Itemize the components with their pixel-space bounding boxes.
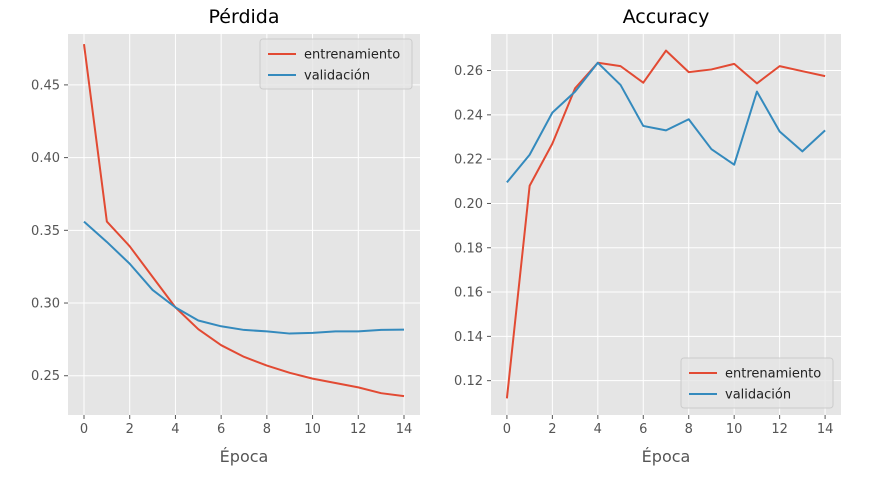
legend-label: entrenamiento: [725, 367, 821, 382]
x-tick-label: 8: [263, 422, 271, 437]
chart-title: Pérdida: [209, 6, 280, 28]
y-tick-label: 0.40: [31, 151, 60, 166]
y-tick-label: 0.45: [31, 78, 60, 93]
chart-title: Accuracy: [623, 6, 710, 28]
x-axis-label: Época: [642, 447, 691, 466]
series-line-validation: [83, 220, 405, 335]
x-tick-label: 0: [80, 422, 88, 437]
legend-label: entrenamiento: [304, 48, 400, 63]
series-line-training: [83, 44, 405, 398]
y-tick-label: 0.14: [454, 330, 483, 345]
y-tick-label: 0.12: [454, 374, 483, 389]
gridlines: [68, 34, 420, 415]
loss-chart: 0 2 4 6 8 10 12 14 0.25 0.30 0.35 0.40 0.45 Pérdida Ép…: [31, 6, 420, 466]
legend-box: [259, 38, 413, 90]
x-tick-label: 10: [304, 422, 321, 437]
y-tick-label: 0.30: [31, 297, 60, 312]
legend-box: [680, 357, 834, 409]
y-tick-label: 0.20: [454, 197, 483, 212]
x-tick-label: 8: [685, 422, 693, 437]
legend-label: validación: [725, 388, 791, 403]
x-tick-label: 2: [126, 422, 134, 437]
legend: entrenamiento validación: [680, 357, 834, 409]
series-line-validation: [506, 61, 826, 184]
series-line-training: [505, 49, 826, 399]
y-tick-label: 0.16: [454, 286, 483, 301]
y-tick-label: 0.25: [31, 369, 60, 384]
legend-label: validación: [304, 69, 370, 84]
y-tick-label: 0.35: [31, 224, 60, 239]
x-tick-label: 0: [503, 422, 511, 437]
x-axis-label: Época: [220, 447, 269, 466]
x-tick-label: 2: [548, 422, 556, 437]
y-tick-label: 0.26: [454, 64, 483, 79]
x-tick-label: 14: [396, 422, 413, 437]
x-tick-label: 6: [217, 422, 225, 437]
legend: entrenamiento validación: [259, 38, 413, 90]
x-tick-label: 4: [171, 422, 179, 437]
y-tick-label: 0.24: [454, 108, 483, 123]
x-tick-label: 4: [594, 422, 602, 437]
x-tick-label: 12: [350, 422, 367, 437]
x-tick-label: 14: [817, 422, 834, 437]
y-tick-label: 0.18: [454, 241, 483, 256]
x-tick-label: 10: [726, 422, 743, 437]
plot-area: [68, 34, 420, 415]
accuracy-chart: 0 2 4 6 8 10 12 14 0.12 0.14 0.16 0.18 0.20 0.22 0.24 0…: [454, 6, 841, 466]
gridlines: [491, 34, 841, 415]
y-tick-label: 0.22: [454, 153, 483, 168]
plot-area: [491, 34, 841, 415]
x-tick-label: 6: [639, 422, 647, 437]
x-tick-label: 12: [771, 422, 788, 437]
